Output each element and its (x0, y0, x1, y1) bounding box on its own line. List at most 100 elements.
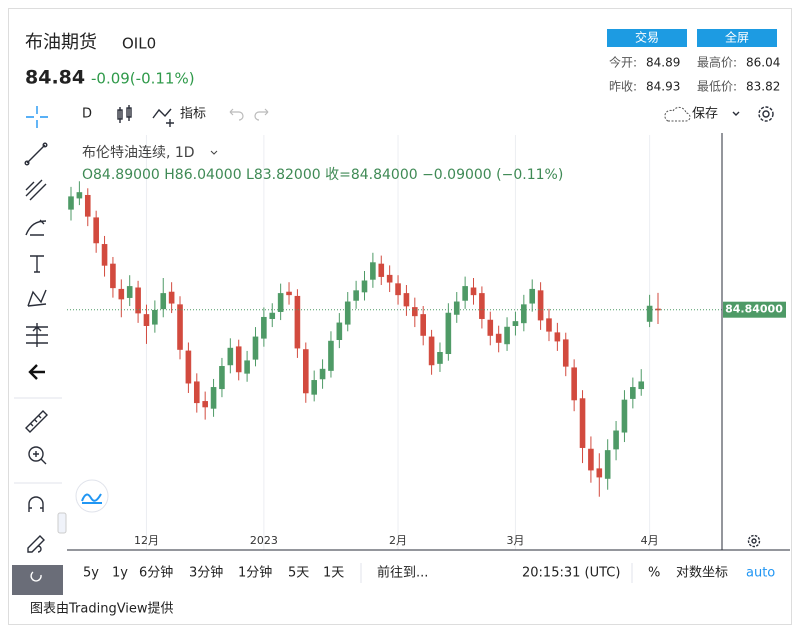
candle-body (252, 336, 259, 360)
candle-body (311, 380, 317, 395)
candle-body (646, 305, 653, 322)
auto-toggle[interactable]: auto (746, 566, 775, 581)
range-button[interactable]: 5y (83, 566, 99, 581)
range-button[interactable]: 5天 (288, 566, 309, 581)
x-tick-label: 3月 (506, 534, 524, 547)
candle-body (395, 283, 401, 296)
trade-label[interactable]: 交易 (635, 30, 659, 45)
candle-body (537, 290, 544, 321)
toolbar-more-icon (30, 571, 42, 582)
candle-body (420, 314, 427, 336)
candle-body (101, 244, 108, 266)
candle-type[interactable] (117, 105, 132, 123)
stat-value: 83.82 (746, 80, 780, 94)
candle-body (638, 381, 645, 390)
stat-value: 86.04 (746, 56, 780, 70)
x-tick-label: 2023 (250, 534, 278, 547)
series-menu[interactable] (210, 150, 218, 155)
candle-body (126, 286, 133, 298)
candle-body (193, 381, 200, 404)
candle-body (571, 367, 577, 401)
stat-label: 昨收: (609, 80, 637, 94)
goto[interactable]: 前往到... (377, 565, 428, 581)
footer[interactable]: 图表由TradingView提供 (30, 601, 174, 617)
candle-body (68, 196, 74, 210)
candle-body (152, 309, 158, 325)
drawing-tools[interactable] (24, 142, 48, 553)
candle-body (562, 339, 569, 367)
candle-body (160, 293, 167, 310)
clock: 20:15:31 (UTC) (522, 566, 620, 581)
candle-body (353, 290, 359, 301)
series-title[interactable]: 布伦特油连续, 1D (82, 144, 195, 161)
candle-body (168, 291, 175, 304)
candle-body (143, 314, 150, 326)
candle-body (328, 340, 334, 371)
crosshair-tool[interactable] (26, 106, 48, 128)
candle-body (269, 312, 276, 319)
candle-body (84, 194, 91, 217)
percent-toggle[interactable]: % (648, 566, 660, 581)
candle-body (554, 332, 561, 342)
candle-body (495, 333, 502, 343)
interval[interactable]: D (82, 107, 92, 122)
candle-body (227, 347, 234, 366)
range-button[interactable]: 1天 (323, 566, 344, 581)
logo[interactable] (75, 479, 109, 513)
indicators[interactable]: 指标 (180, 107, 206, 122)
candle-body (135, 287, 141, 314)
range-button[interactable]: 6分钟 (139, 565, 173, 581)
candle-body (344, 301, 351, 325)
change: -0.09(-0.11%) (91, 70, 195, 88)
stat-label: 最低价: (697, 80, 737, 94)
candle-body (244, 360, 250, 374)
candle-body (512, 321, 519, 326)
stat-label: 今开: (609, 55, 637, 70)
candle-body (336, 322, 343, 340)
x-tick-label: 4月 (641, 534, 659, 547)
indicator-icon[interactable] (152, 108, 174, 127)
range-button[interactable]: 1y (112, 566, 128, 581)
candle-body (613, 430, 619, 450)
candle-body (177, 304, 183, 350)
candle-body (302, 349, 309, 394)
stat-label: 最高价: (697, 55, 737, 70)
range-button[interactable]: 1分钟 (238, 565, 272, 581)
candle-body (403, 293, 410, 307)
trade-button[interactable] (607, 29, 687, 47)
candle-body (386, 274, 393, 283)
stat-value: 84.93 (646, 80, 680, 94)
cloud-icon[interactable] (664, 106, 691, 122)
candle-body (521, 304, 527, 324)
candle-body (110, 263, 116, 289)
candle-body (76, 192, 83, 199)
candle-body (445, 312, 452, 355)
fullscreen-button[interactable] (697, 29, 777, 47)
stat-value: 84.89 (646, 56, 680, 70)
save-menu[interactable] (732, 111, 740, 116)
settings[interactable] (758, 106, 774, 122)
candle-body (487, 319, 494, 336)
fullscreen-label[interactable]: 全屏 (725, 30, 749, 45)
undo-redo[interactable] (229, 108, 269, 121)
frame (8, 8, 792, 625)
candle-body (361, 280, 368, 293)
candle-body (621, 399, 628, 433)
candle-body (378, 263, 385, 277)
candle-body (118, 288, 125, 300)
log-toggle[interactable]: 对数坐标 (676, 566, 728, 581)
plot-area: 12月 2023 2月 3月 4月 (67, 135, 722, 550)
collapse-handle[interactable] (57, 512, 67, 534)
candle-body (630, 387, 636, 399)
candle-body (529, 288, 536, 304)
candle-body (370, 262, 376, 280)
candle-body (219, 366, 225, 390)
candle-body (235, 346, 242, 373)
candle-body (319, 368, 326, 380)
axis-settings[interactable] (747, 534, 761, 548)
range-button[interactable]: 3分钟 (189, 565, 223, 581)
save[interactable]: 保存 (692, 107, 718, 122)
price-label: 84.84000 (725, 303, 783, 316)
candle-body (453, 301, 460, 315)
candle-body (202, 401, 208, 408)
